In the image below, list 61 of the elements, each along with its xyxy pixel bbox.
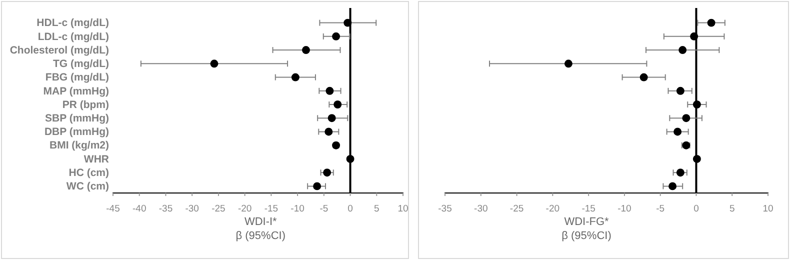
point (682, 114, 690, 122)
x-tick-label: -20 (546, 204, 560, 215)
x-tick-label: -40 (132, 204, 146, 215)
x-tick-label: -30 (185, 204, 199, 215)
point (692, 100, 701, 108)
point (344, 18, 352, 27)
x-tick-label: -25 (212, 204, 226, 215)
x-axis-title: WDI-I* β (95%CI) (236, 216, 286, 242)
x-axis-title: WDI-FG* β (95%CI) (562, 216, 612, 242)
point (324, 128, 333, 136)
x-tick-label: -20 (238, 204, 252, 215)
y-tick-label: SBP (mmHg) (45, 112, 109, 124)
point (676, 168, 684, 177)
x-tick-label: 10 (762, 204, 774, 215)
x-tick-label: -25 (510, 204, 524, 215)
x-tick-label: 10 (398, 204, 408, 215)
x-tick-label: -5 (656, 204, 665, 215)
y-tick-label: WC (cm) (66, 180, 109, 193)
y-tick-label: FBG (mg/dL) (45, 72, 109, 84)
x-tick-label: 0 (348, 204, 353, 215)
point (291, 73, 300, 82)
y-tick-label: LDL-c (mg/dL) (38, 30, 109, 43)
point (313, 182, 322, 190)
y-tick-label: WHR (84, 153, 110, 166)
x-tick-label: -10 (290, 204, 304, 215)
point (674, 128, 682, 136)
x-tick-label: -35 (158, 204, 173, 215)
point (326, 86, 334, 95)
x-tick-label: -10 (618, 204, 632, 215)
point (640, 73, 648, 82)
x-tick-label: -30 (474, 204, 488, 215)
x-tick-label: -35 (438, 204, 452, 215)
y-tick-label: BMI (kg/m2) (49, 140, 109, 152)
y-tick-label: TG (mg/dL) (53, 58, 109, 70)
point (328, 114, 336, 122)
point (323, 168, 332, 177)
point (346, 154, 354, 163)
point (210, 60, 218, 68)
point (564, 60, 572, 68)
x-tick-label: -15 (582, 204, 596, 215)
x-tick-label: 5 (729, 204, 735, 215)
point (678, 46, 687, 54)
point (332, 32, 340, 40)
point (668, 182, 677, 190)
y-tick-label: Cholesterol (mg/dL) (10, 44, 109, 56)
point (692, 154, 701, 163)
y-tick-label: PR (bpm) (62, 98, 109, 111)
point (334, 100, 342, 108)
point (302, 46, 310, 54)
x-tick-label: -45 (106, 204, 120, 215)
x-tick-label: -5 (320, 204, 328, 215)
y-tick-label: DBP (mmHg) (44, 126, 109, 138)
x-tick-label: 0 (694, 204, 699, 215)
point (676, 86, 684, 95)
y-tick-label: HDL-c (mg/dL) (36, 17, 109, 30)
x-tick-label: 5 (374, 204, 380, 215)
x-tick-label: -15 (264, 204, 278, 215)
y-tick-label: MAP (mmHg) (43, 85, 109, 98)
point (707, 18, 716, 27)
point (690, 32, 698, 40)
y-tick-label: HC (cm) (68, 166, 109, 179)
